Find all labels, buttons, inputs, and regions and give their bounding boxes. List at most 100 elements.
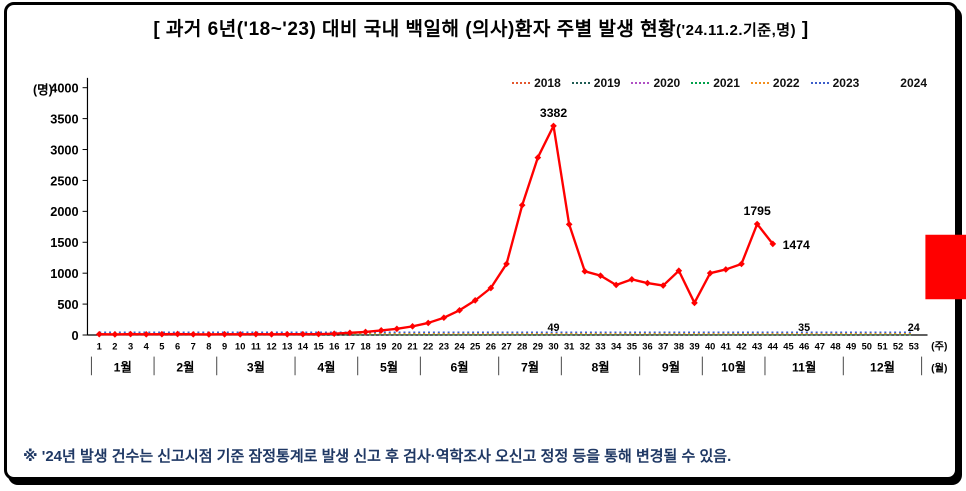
svg-text:11: 11: [251, 342, 261, 352]
chart-frame: [ 과거 6년('18~'23) 대비 국내 백일해 (의사)환자 주별 발생 …: [4, 2, 966, 480]
title-close: ]: [796, 19, 809, 40]
svg-text:1000: 1000: [50, 266, 78, 281]
svg-text:44: 44: [768, 342, 779, 352]
svg-text:35: 35: [627, 342, 637, 352]
legend-swatch-2019: [571, 82, 590, 84]
legend-item-2021: 2021: [691, 76, 740, 90]
svg-text:3: 3: [128, 342, 133, 352]
svg-text:(주): (주): [931, 341, 947, 353]
svg-text:10월: 10월: [721, 359, 746, 374]
svg-text:4월: 4월: [317, 359, 335, 374]
legend-item-2023: 2023: [810, 76, 860, 90]
legend-label-2018: 2018: [534, 76, 561, 90]
legend-label-2024: 2024: [900, 76, 927, 90]
svg-text:1474: 1474: [783, 238, 810, 252]
legend-swatch-2023: [810, 82, 829, 84]
svg-text:35: 35: [798, 322, 810, 334]
legend-swatch-2022: [750, 82, 769, 84]
svg-text:25: 25: [470, 342, 480, 352]
svg-text:3382: 3382: [540, 106, 567, 120]
legend-item-2022: 2022: [750, 76, 800, 90]
svg-text:30: 30: [548, 342, 558, 352]
svg-text:23: 23: [439, 342, 449, 352]
svg-text:1월: 1월: [114, 359, 132, 374]
chart-area: (명) 2018 2019 2020 2021 2022 2023 2024 0 500 100…: [7, 69, 966, 441]
svg-text:5월: 5월: [380, 359, 398, 374]
svg-text:20: 20: [392, 342, 402, 352]
legend-item-2020: 2020: [631, 76, 680, 90]
svg-text:17: 17: [345, 342, 355, 352]
svg-text:40: 40: [705, 342, 715, 352]
svg-text:13: 13: [282, 342, 292, 352]
svg-text:11월: 11월: [792, 359, 816, 374]
title-reference-date: ('24.11.2.기준,명): [676, 22, 797, 39]
svg-text:29: 29: [533, 342, 543, 352]
svg-text:51: 51: [877, 342, 887, 352]
svg-text:2500: 2500: [50, 173, 78, 188]
legend: 2018 2019 2020 2021 2022 2023 2024: [512, 76, 966, 300]
svg-text:4000: 4000: [50, 81, 78, 96]
svg-text:2000: 2000: [50, 204, 78, 219]
y-axis-unit-label: (명): [33, 83, 53, 97]
legend-swatch-2021: [691, 82, 710, 84]
svg-text:6: 6: [175, 342, 180, 352]
legend-label-2021: 2021: [713, 76, 740, 90]
svg-text:52: 52: [893, 342, 903, 352]
legend-swatch-2018: [512, 82, 531, 84]
svg-text:6월: 6월: [450, 359, 468, 374]
svg-text:8: 8: [206, 342, 211, 352]
svg-text:4: 4: [144, 342, 150, 352]
legend-item-2018: 2018: [512, 76, 561, 90]
svg-text:39: 39: [689, 342, 699, 352]
svg-text:21: 21: [407, 342, 417, 352]
svg-text:49: 49: [846, 342, 856, 352]
svg-text:49: 49: [548, 322, 560, 334]
svg-text:7: 7: [191, 342, 196, 352]
legend-item-2019: 2019: [571, 76, 621, 90]
svg-text:32: 32: [580, 342, 590, 352]
svg-text:15: 15: [313, 342, 323, 352]
legend-item-2024: 2024: [870, 76, 966, 300]
svg-text:18: 18: [360, 342, 370, 352]
svg-text:45: 45: [783, 342, 793, 352]
svg-text:500: 500: [57, 297, 78, 312]
svg-text:10: 10: [235, 342, 245, 352]
svg-text:3500: 3500: [50, 112, 78, 127]
svg-text:12: 12: [266, 342, 276, 352]
svg-text:0: 0: [72, 328, 79, 343]
svg-text:3월: 3월: [247, 359, 265, 374]
svg-text:22: 22: [423, 342, 433, 352]
svg-text:24: 24: [908, 322, 920, 334]
svg-text:8월: 8월: [591, 359, 609, 374]
legend-swatch-2024: [870, 78, 966, 300]
svg-text:28: 28: [517, 342, 527, 352]
svg-text:(월): (월): [931, 361, 947, 374]
footnote: ※ '24년 발생 건수는 신고시점 기준 잠정통계로 발생 신고 후 검사·역…: [23, 448, 732, 465]
svg-text:9월: 9월: [662, 359, 680, 374]
svg-text:48: 48: [830, 342, 840, 352]
svg-text:5: 5: [159, 342, 164, 352]
svg-text:12월: 12월: [870, 359, 895, 374]
svg-text:2: 2: [112, 342, 117, 352]
svg-text:27: 27: [501, 342, 511, 352]
svg-text:16: 16: [329, 342, 339, 352]
legend-label-2020: 2020: [653, 76, 681, 90]
svg-text:42: 42: [736, 342, 746, 352]
svg-text:1500: 1500: [50, 235, 78, 250]
svg-text:36: 36: [642, 342, 652, 352]
svg-text:26: 26: [486, 342, 496, 352]
svg-text:53: 53: [909, 342, 919, 352]
legend-label-2019: 2019: [593, 76, 621, 90]
svg-text:19: 19: [376, 342, 386, 352]
svg-text:38: 38: [674, 342, 684, 352]
legend-swatch-2020: [631, 82, 650, 84]
svg-text:47: 47: [815, 342, 825, 352]
legend-label-2023: 2023: [832, 76, 860, 90]
page-title: [ 과거 6년('18~'23) 대비 국내 백일해 (의사)환자 주별 발생 …: [7, 14, 955, 41]
legend-label-2022: 2022: [772, 76, 800, 90]
svg-text:9: 9: [222, 342, 227, 352]
svg-text:37: 37: [658, 342, 668, 352]
svg-text:1795: 1795: [744, 204, 771, 218]
svg-text:33: 33: [595, 342, 605, 352]
